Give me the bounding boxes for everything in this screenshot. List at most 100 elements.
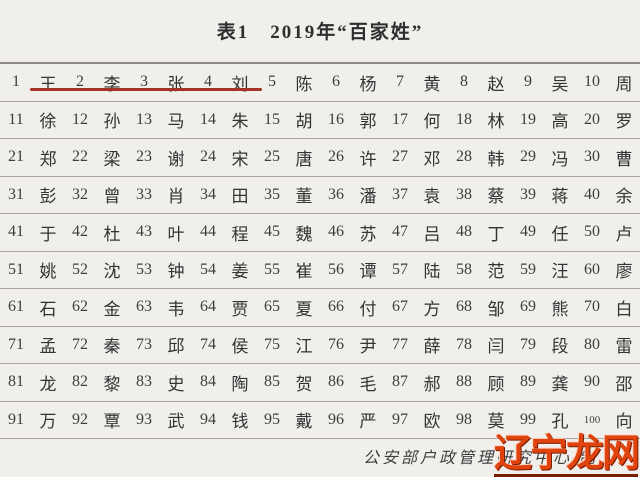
rank-number: 67	[392, 298, 408, 316]
table-title: 表1 2019年“百家姓”	[216, 21, 424, 43]
rank-number: 27	[392, 148, 408, 166]
surname-row: 91 万 92 覃 93 武 94 钱 95 戴 96 严 97 欧 98 莫 99 孔 100 向	[0, 402, 640, 439]
rank-number: 79	[520, 335, 536, 353]
rank-number: 89	[520, 373, 536, 391]
surname-char: 王	[39, 74, 57, 94]
rank-number: 22	[72, 148, 88, 166]
surname-char: 何	[423, 112, 441, 132]
rank-number: 9	[524, 73, 532, 91]
surname-char: 孔	[551, 412, 569, 432]
surname-char: 袁	[423, 187, 441, 207]
rank-number: 58	[456, 260, 472, 278]
rank-number: 52	[72, 260, 88, 278]
surname-char: 曹	[615, 149, 633, 169]
rank-number: 87	[392, 373, 408, 391]
rank-number: 38	[456, 185, 472, 203]
rank-number: 75	[264, 335, 280, 353]
surname-char: 罗	[615, 112, 633, 132]
rank-number: 64	[200, 298, 216, 316]
rank-number: 68	[456, 298, 472, 316]
rank-number: 60	[584, 260, 600, 278]
rank-number: 54	[200, 260, 216, 278]
rank-number: 46	[328, 223, 344, 241]
rank-number: 5	[268, 73, 276, 91]
rank-number: 48	[456, 223, 472, 241]
surname-char: 段	[551, 337, 569, 357]
surname-char: 欧	[423, 412, 441, 432]
surname-char: 丁	[487, 224, 505, 244]
rank-number: 84	[200, 373, 216, 391]
surname-char: 吕	[423, 224, 441, 244]
watermark: 辽宁龙网	[493, 433, 640, 477]
surname-char: 黄	[423, 74, 441, 94]
surname-char: 梁	[103, 149, 121, 169]
surname-char: 秦	[103, 337, 121, 357]
surname-char: 向	[615, 412, 633, 432]
surname-char: 韦	[167, 299, 185, 319]
surname-char: 金	[103, 299, 121, 319]
rank-number: 74	[200, 335, 216, 353]
rank-number: 4	[204, 73, 212, 91]
surname-char: 沈	[103, 262, 121, 282]
surname-char: 徐	[39, 112, 57, 132]
surname-char: 郭	[359, 112, 377, 132]
rank-number: 34	[200, 185, 216, 203]
rank-number: 62	[72, 298, 88, 316]
surname-char: 史	[167, 374, 185, 394]
surname-char: 陈	[295, 74, 313, 94]
rank-number: 82	[72, 373, 88, 391]
rank-number: 26	[328, 148, 344, 166]
rank-number: 53	[136, 260, 152, 278]
rank-number: 18	[456, 110, 472, 128]
surname-char: 周	[615, 74, 633, 94]
surname-char: 陶	[231, 374, 249, 394]
surname-char: 叶	[167, 224, 185, 244]
surname-char: 谢	[167, 149, 185, 169]
surname-char: 于	[39, 224, 57, 244]
surname-char: 邱	[167, 337, 185, 357]
rank-number: 17	[392, 110, 408, 128]
surname-char: 任	[551, 224, 569, 244]
surname-row: 51 姚 52 沈 53 钟 54 姜 55 崔 56 谭 57 陆 58 范 59 汪 60 廖	[0, 252, 640, 289]
surname-char: 董	[295, 187, 313, 207]
rank-number: 36	[328, 185, 344, 203]
rank-number: 51	[8, 260, 24, 278]
surname-char: 蔡	[487, 187, 505, 207]
surname-char: 余	[615, 187, 633, 207]
surname-char: 黎	[103, 374, 121, 394]
surname-char: 田	[231, 187, 249, 207]
rank-number: 40	[584, 185, 600, 203]
surname-char: 宋	[231, 149, 249, 169]
rank-number: 100	[583, 413, 601, 426]
surname-char: 程	[231, 224, 249, 244]
rank-number: 32	[72, 185, 88, 203]
surname-char: 朱	[231, 112, 249, 132]
red-underline-annotation	[30, 88, 262, 91]
surname-char: 魏	[295, 224, 313, 244]
surname-char: 苏	[359, 224, 377, 244]
rank-number: 37	[392, 185, 408, 203]
rank-number: 1	[12, 73, 20, 91]
surname-char: 熊	[551, 299, 569, 319]
rank-number: 20	[584, 110, 600, 128]
surname-char: 贾	[231, 299, 249, 319]
surname-char: 张	[167, 74, 185, 94]
surname-char: 谭	[359, 262, 377, 282]
surname-char: 唐	[295, 149, 313, 169]
rank-number: 45	[264, 223, 280, 241]
rank-number: 33	[136, 185, 152, 203]
rank-number: 14	[200, 110, 216, 128]
rank-number: 66	[328, 298, 344, 316]
surname-char: 吴	[551, 74, 569, 94]
rank-number: 31	[8, 185, 24, 203]
surname-char: 戴	[295, 412, 313, 432]
rank-number: 57	[392, 260, 408, 278]
surname-char: 邹	[487, 299, 505, 319]
surname-char: 万	[39, 412, 57, 432]
surname-char: 付	[359, 299, 377, 319]
rank-number: 71	[8, 335, 24, 353]
rank-number: 39	[520, 185, 536, 203]
rank-number: 24	[200, 148, 216, 166]
rank-number: 95	[264, 410, 280, 428]
